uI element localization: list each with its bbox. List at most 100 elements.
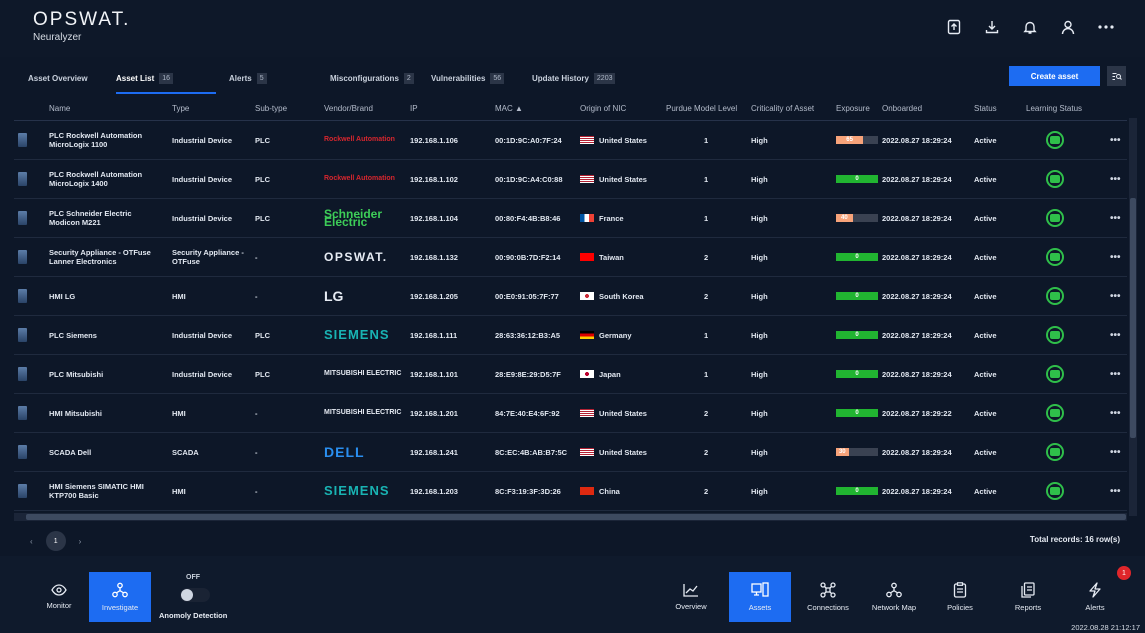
flag-icon bbox=[580, 331, 594, 339]
asset-name[interactable]: PLC Rockwell Automation MicroLogix 1400 bbox=[49, 170, 143, 188]
asset-name[interactable]: PLC Schneider Electric Modicon M221 bbox=[49, 209, 132, 227]
table-row[interactable]: SCADA Dell SCADA - DELL 192.168.1.241 8C… bbox=[14, 433, 1127, 472]
asset-name[interactable]: PLC Rockwell Automation MicroLogix 1100 bbox=[49, 131, 143, 149]
col-mac[interactable]: MAC ▲ bbox=[495, 104, 523, 113]
nav-label: Network Map bbox=[871, 603, 917, 612]
row-more-icon[interactable]: ••• bbox=[1110, 134, 1121, 146]
nav-alerts[interactable]: Alerts bbox=[1064, 572, 1126, 622]
col-exposure[interactable]: Exposure bbox=[836, 104, 870, 113]
upload-icon[interactable] bbox=[935, 12, 973, 42]
advanced-search-button[interactable] bbox=[1107, 66, 1126, 86]
exposure-value: 0 bbox=[855, 488, 859, 494]
table-row[interactable]: HMI Mitsubishi HMI - MITSUBISHI ELECTRIC… bbox=[14, 394, 1127, 433]
tab-vulnerabilities[interactable]: Vulnerabilities 56 bbox=[431, 66, 505, 92]
criticality: High bbox=[751, 174, 768, 184]
prev-page-button[interactable]: ‹ bbox=[30, 536, 33, 546]
asset-name[interactable]: SCADA Dell bbox=[49, 447, 92, 457]
nav-investigate[interactable]: Investigate bbox=[89, 572, 151, 622]
horizontal-scrollbar[interactable] bbox=[14, 513, 1127, 521]
page-button[interactable]: 1 bbox=[45, 531, 66, 551]
col-name[interactable]: Name bbox=[49, 104, 71, 113]
asset-name[interactable]: PLC Mitsubishi bbox=[49, 369, 104, 379]
row-more-icon[interactable]: ••• bbox=[1110, 329, 1121, 341]
device-icon bbox=[18, 445, 27, 459]
table-row[interactable]: PLC Siemens Industrial Device PLC SIEMEN… bbox=[14, 316, 1127, 355]
asset-name[interactable]: HMI Mitsubishi bbox=[49, 408, 102, 418]
tab-label: Misconfigurations bbox=[330, 73, 399, 83]
exposure-fill bbox=[836, 253, 878, 261]
table-row[interactable]: PLC Mitsubishi Industrial Device PLC MIT… bbox=[14, 355, 1127, 394]
table-row[interactable]: HMI Siemens SIMATIC HMI KTP700 Basic HMI… bbox=[14, 472, 1127, 511]
device-icon bbox=[18, 367, 27, 381]
table-row[interactable]: HMI LG HMI - LG 192.168.1.205 00:E0:91:0… bbox=[14, 277, 1127, 316]
col-status[interactable]: Status bbox=[974, 104, 997, 113]
exposure-bar: 30 bbox=[836, 448, 878, 456]
more-icon[interactable] bbox=[1087, 12, 1125, 42]
col-purdue[interactable]: Purdue Model Level bbox=[666, 104, 738, 113]
tab-misconfigurations[interactable]: Misconfigurations 2 bbox=[330, 66, 414, 92]
create-asset-button[interactable]: Create asset bbox=[1009, 66, 1100, 86]
nav-overview[interactable]: Overview bbox=[660, 572, 722, 622]
table-row[interactable]: PLC Rockwell Automation MicroLogix 1100 … bbox=[14, 121, 1127, 160]
col-vendor[interactable]: Vendor/Brand bbox=[324, 104, 373, 113]
tab-asset-list[interactable]: Asset List 16 bbox=[116, 66, 216, 94]
nav-label: Overview bbox=[675, 602, 707, 611]
asset-mac: 28:E9:8E:29:D5:7F bbox=[495, 369, 561, 379]
tab-alerts[interactable]: Alerts 5 bbox=[229, 66, 267, 92]
exposure-fill bbox=[836, 487, 878, 495]
asset-name[interactable]: HMI Siemens SIMATIC HMI KTP700 Basic bbox=[49, 482, 144, 500]
next-page-button[interactable]: › bbox=[78, 536, 82, 546]
row-more-icon[interactable]: ••• bbox=[1110, 290, 1121, 302]
col-learning-status[interactable]: Learning Status bbox=[1026, 104, 1083, 113]
col-onboarded[interactable]: Onboarded bbox=[882, 104, 923, 113]
vertical-scrollbar[interactable] bbox=[1129, 118, 1137, 516]
exposure-bar: 0 bbox=[836, 253, 878, 261]
row-more-icon[interactable]: ••• bbox=[1110, 212, 1121, 224]
nav-network-map[interactable]: Network Map bbox=[863, 572, 925, 622]
flag-icon bbox=[580, 175, 594, 183]
learning-status-icon bbox=[1046, 209, 1064, 227]
asset-name[interactable]: PLC Siemens bbox=[49, 330, 97, 340]
col-ip[interactable]: IP bbox=[410, 104, 418, 113]
user-icon[interactable] bbox=[1049, 12, 1087, 42]
tab-update-history[interactable]: Update History 2203 bbox=[532, 66, 616, 92]
exposure-value: 0 bbox=[855, 371, 859, 377]
vendor-logo: Rockwell Automation bbox=[324, 175, 395, 182]
col-criticality[interactable]: Criticality of Asset bbox=[751, 104, 815, 113]
nav-monitor[interactable]: Monitor bbox=[28, 572, 90, 622]
row-more-icon[interactable]: ••• bbox=[1110, 251, 1121, 263]
bell-icon[interactable] bbox=[1011, 12, 1049, 42]
tab-asset-overview[interactable]: Asset Overview bbox=[28, 66, 88, 92]
download-icon[interactable] bbox=[973, 12, 1011, 42]
asset-status: Active bbox=[974, 174, 997, 184]
col-subtype[interactable]: Sub-type bbox=[255, 104, 288, 113]
asset-status: Active bbox=[974, 291, 997, 301]
nav-connections[interactable]: Connections bbox=[797, 572, 859, 622]
nav-assets[interactable]: Assets bbox=[729, 572, 791, 622]
exposure-bar: 0 bbox=[836, 331, 878, 339]
col-type[interactable]: Type bbox=[172, 104, 190, 113]
nav-policies[interactable]: Policies bbox=[929, 572, 991, 622]
criticality: High bbox=[751, 486, 768, 496]
purdue-level: 2 bbox=[704, 408, 709, 418]
row-more-icon[interactable]: ••• bbox=[1110, 173, 1121, 185]
anomaly-detection-toggle[interactable] bbox=[180, 588, 210, 602]
col-origin[interactable]: Origin of NIC bbox=[580, 104, 627, 113]
nav-label: Monitor bbox=[46, 601, 72, 610]
row-more-icon[interactable]: ••• bbox=[1110, 368, 1121, 380]
asset-name[interactable]: Security Appliance - OTFuse Lanner Elect… bbox=[49, 248, 151, 266]
row-more-icon[interactable]: ••• bbox=[1110, 485, 1121, 497]
table-row[interactable]: Security Appliance - OTFuse Lanner Elect… bbox=[14, 238, 1127, 277]
nav-reports[interactable]: Reports bbox=[997, 572, 1059, 622]
learning-status-icon bbox=[1046, 404, 1064, 422]
scroll-thumb[interactable] bbox=[1130, 198, 1136, 438]
asset-name[interactable]: HMI LG bbox=[49, 291, 76, 301]
device-icon bbox=[18, 328, 27, 342]
row-more-icon[interactable]: ••• bbox=[1110, 407, 1121, 419]
nic-origin: United States bbox=[599, 135, 647, 145]
criticality: High bbox=[751, 408, 768, 418]
table-row[interactable]: PLC Rockwell Automation MicroLogix 1400 … bbox=[14, 160, 1127, 199]
scroll-thumb[interactable] bbox=[26, 514, 1126, 520]
row-more-icon[interactable]: ••• bbox=[1110, 446, 1121, 458]
table-row[interactable]: PLC Schneider Electric Modicon M221 Indu… bbox=[14, 199, 1127, 238]
